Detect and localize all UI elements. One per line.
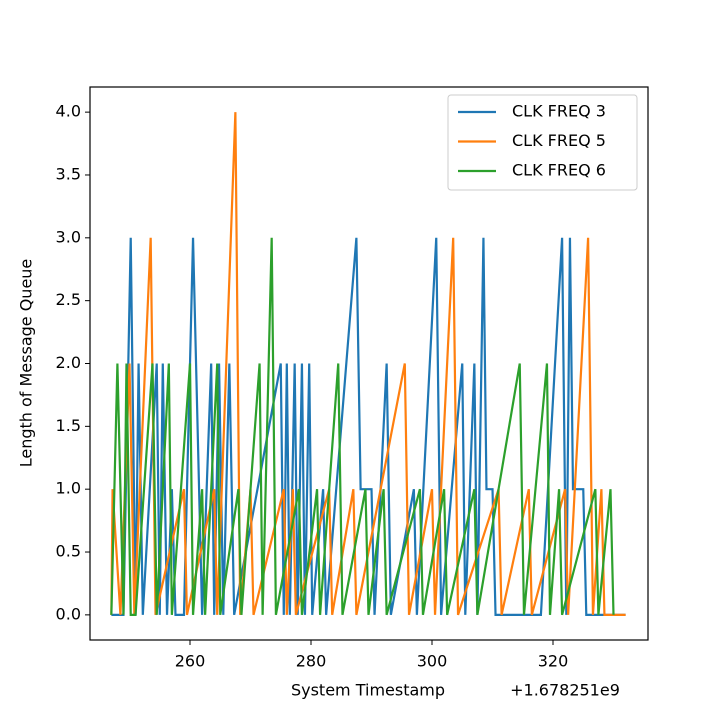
x-tick-label: 260 [175, 652, 206, 671]
x-tick-label: 320 [538, 652, 569, 671]
y-tick-label: 2.0 [56, 353, 81, 372]
legend-label: CLK FREQ 5 [512, 131, 606, 150]
y-tick-label: 1.0 [56, 479, 81, 498]
x-tick-label: 280 [296, 652, 327, 671]
y-tick-label: 4.0 [56, 102, 81, 121]
legend-box [447, 94, 638, 191]
legend-label: CLK FREQ 3 [512, 102, 606, 121]
y-tick-label: 2.5 [56, 290, 81, 309]
y-tick-label: 3.0 [56, 227, 81, 246]
x-offset-label: +1.678251e9 [510, 681, 620, 700]
legend-label: CLK FREQ 6 [512, 161, 606, 180]
series-line [110, 237, 615, 616]
x-axis-label: System Timestamp [291, 681, 445, 700]
y-tick-label: 0.5 [56, 542, 81, 561]
plot-frame [89, 86, 649, 641]
y-axis-label: Length of Message Queue [17, 259, 36, 468]
x-tick-label: 300 [417, 652, 448, 671]
y-tick-label: 1.5 [56, 416, 81, 435]
y-tick-label: 3.5 [56, 164, 81, 183]
y-tick-label: 0.0 [56, 604, 81, 623]
